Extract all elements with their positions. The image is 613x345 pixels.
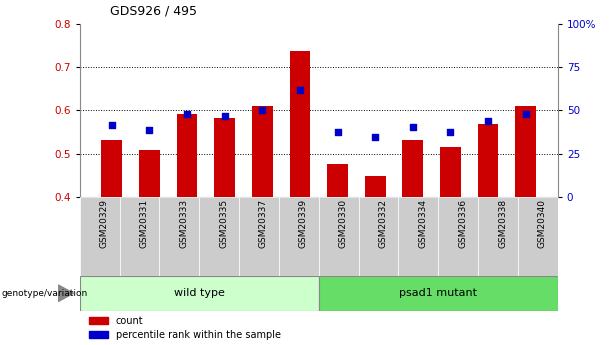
Bar	[252, 106, 273, 197]
Text: GSM20331: GSM20331	[139, 199, 148, 248]
Point	[408, 125, 417, 130]
Text: GSM20329: GSM20329	[99, 199, 109, 248]
Text: GSM20338: GSM20338	[498, 199, 507, 248]
Bar	[289, 51, 310, 197]
Text: GSM20337: GSM20337	[259, 199, 268, 248]
Text: GDS926 / 495: GDS926 / 495	[110, 4, 197, 17]
Point	[446, 129, 455, 134]
Text: GSM20336: GSM20336	[459, 199, 467, 248]
Text: GSM20340: GSM20340	[538, 199, 547, 248]
Bar	[440, 147, 461, 197]
Bar	[215, 118, 235, 197]
Point	[521, 111, 531, 117]
Bar	[365, 176, 386, 197]
Bar	[239, 197, 279, 276]
Text: GSM20339: GSM20339	[299, 199, 308, 248]
Bar	[159, 197, 199, 276]
Bar	[80, 276, 319, 310]
Bar	[319, 197, 359, 276]
Bar	[120, 197, 159, 276]
Text: psad1 mutant: psad1 mutant	[399, 288, 478, 298]
Bar	[518, 197, 558, 276]
Text: GSM20332: GSM20332	[378, 199, 387, 248]
Point	[295, 87, 305, 92]
Bar	[438, 197, 478, 276]
Text: count: count	[115, 316, 143, 326]
Point	[145, 127, 154, 132]
Bar	[80, 197, 120, 276]
Bar	[139, 150, 160, 197]
Bar	[177, 114, 197, 197]
Bar	[319, 276, 558, 310]
Bar	[101, 140, 122, 197]
Bar	[89, 331, 109, 338]
Bar	[359, 197, 398, 276]
Point	[333, 129, 343, 134]
Bar	[199, 197, 239, 276]
Text: wild type: wild type	[174, 288, 224, 298]
Text: genotype/variation: genotype/variation	[1, 289, 88, 298]
Bar	[516, 106, 536, 197]
Text: GSM20334: GSM20334	[418, 199, 427, 248]
Bar	[327, 164, 348, 197]
Bar	[398, 197, 438, 276]
Point	[370, 134, 380, 140]
Text: GSM20330: GSM20330	[338, 199, 348, 248]
Text: GSM20335: GSM20335	[219, 199, 228, 248]
Point	[257, 107, 267, 112]
Point	[182, 111, 192, 117]
Bar	[279, 197, 319, 276]
Text: GSM20333: GSM20333	[180, 199, 188, 248]
Polygon shape	[58, 285, 74, 302]
Bar	[478, 197, 518, 276]
Point	[107, 123, 116, 128]
Bar	[478, 124, 498, 197]
Point	[483, 118, 493, 124]
Text: percentile rank within the sample: percentile rank within the sample	[115, 329, 281, 339]
Bar	[403, 140, 423, 197]
Bar	[89, 317, 109, 324]
Point	[220, 114, 230, 119]
